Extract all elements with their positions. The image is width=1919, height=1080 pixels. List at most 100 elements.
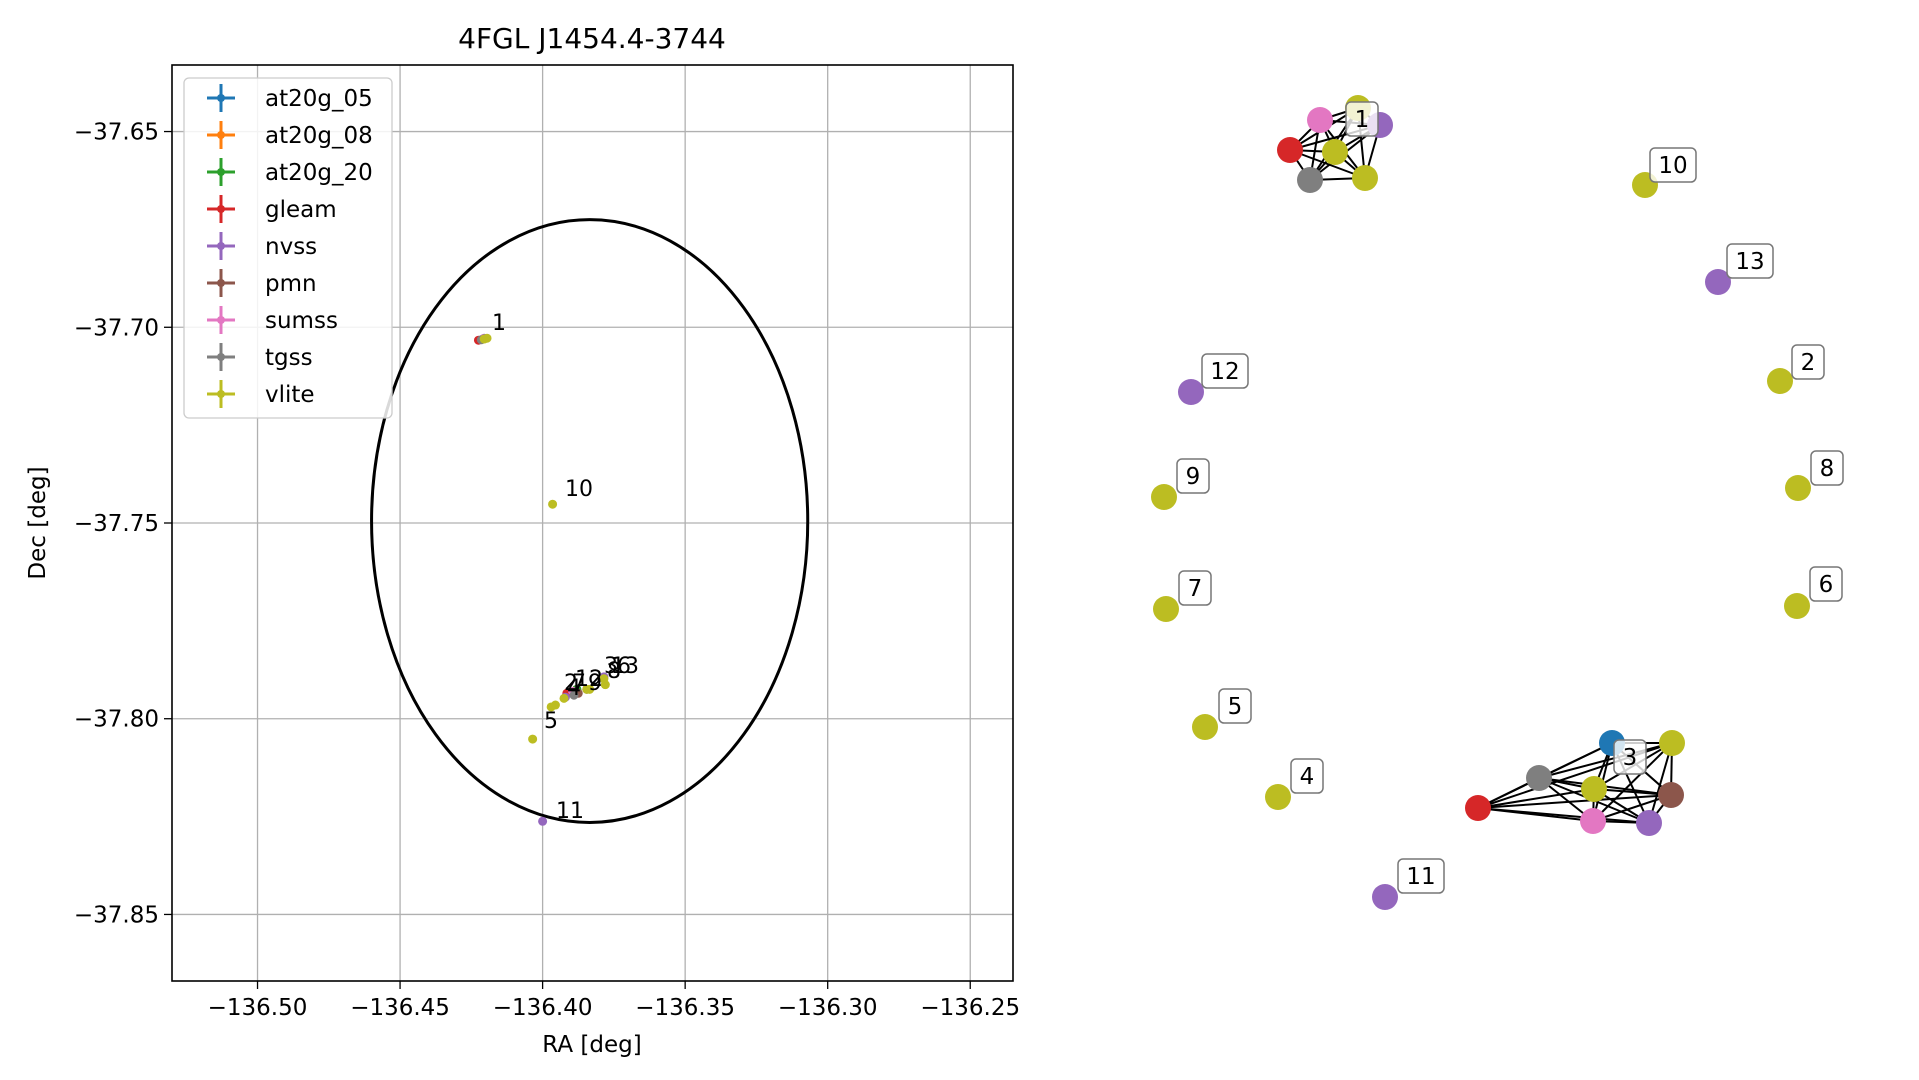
point-labels: 1 10 2 345 6 7 89 11 12 13 <box>492 311 639 824</box>
network-label: 5 <box>1228 694 1243 720</box>
network-label: 9 <box>1186 464 1201 490</box>
network-label-box <box>1397 858 1445 894</box>
network-label-box <box>1726 243 1774 279</box>
network-node-c1-vlite-b <box>1322 139 1348 165</box>
scatter-panel: 4FGL J1454.4-3744 1 10 2 345 6 7 89 11 12 13 −136… <box>25 22 1020 1058</box>
network-node-n5 <box>1192 714 1218 740</box>
network-label-box <box>1178 570 1212 606</box>
point-label: 13 <box>611 654 639 679</box>
y-tick-label: −37.70 <box>74 315 159 341</box>
point-label: 8 <box>607 659 621 684</box>
point-label: 10 <box>565 477 593 502</box>
point-label: 2 <box>564 671 578 696</box>
data-point-vlite <box>528 734 538 744</box>
network-node-c1-sumss <box>1307 107 1333 133</box>
network-label: 4 <box>1300 764 1315 790</box>
legend-marker-dot <box>217 353 225 361</box>
point-label: 4 <box>567 676 581 701</box>
network-node-c1-vlite-c <box>1352 165 1378 191</box>
network-node-c3-gleam <box>1465 795 1491 821</box>
network-edge <box>1648 742 1673 824</box>
x-tick-label: −136.45 <box>350 995 450 1021</box>
network-label: 2 <box>1801 350 1816 376</box>
point-label: 12 <box>575 667 603 692</box>
data-points <box>473 333 610 826</box>
y-axis-label: Dec [deg] <box>25 466 51 579</box>
network-panel: 1 10 13 2 8 6 12 9 7 5 4 11 3 <box>1151 95 1844 910</box>
network-label-box <box>1649 147 1697 183</box>
data-point-tgss <box>569 690 579 700</box>
legend-marker-dot <box>217 316 225 324</box>
network-label: 10 <box>1658 153 1687 179</box>
point-label: 1 <box>492 311 506 336</box>
data-point-vlite <box>548 499 558 509</box>
data-point-nvss <box>538 816 548 826</box>
legend-label-at20g_05: at20g_05 <box>265 86 373 112</box>
network-node-n6 <box>1784 593 1810 619</box>
legend-label-at20g_08: at20g_08 <box>265 123 373 149</box>
network-label: 12 <box>1210 359 1239 385</box>
network-node-n7 <box>1153 596 1179 622</box>
data-point-vlite <box>582 684 592 694</box>
network-label: 8 <box>1820 456 1835 482</box>
network-node-n4 <box>1265 784 1291 810</box>
data-point-vlite <box>559 693 569 703</box>
y-tick-label: −37.80 <box>74 707 159 733</box>
network-label-box <box>1201 353 1249 389</box>
y-tick-label: −37.75 <box>74 511 159 537</box>
network-edge <box>1538 742 1673 779</box>
point-label: 11 <box>556 799 584 824</box>
network-node-n13 <box>1705 269 1731 295</box>
point-label: 5 <box>544 709 558 734</box>
network-labels: 1 10 13 2 8 6 12 9 7 5 4 11 3 <box>1176 101 1844 894</box>
error-ellipse <box>370 218 810 824</box>
network-label: 11 <box>1406 864 1435 890</box>
legend-box <box>183 77 393 419</box>
network-node-n9 <box>1151 484 1177 510</box>
x-tick-label: −136.25 <box>920 995 1020 1021</box>
network-label-box <box>1791 344 1825 380</box>
network-node-c3-nvss <box>1636 810 1662 836</box>
legend-label-nvss: nvss <box>265 234 317 260</box>
network-label-box <box>1809 566 1843 602</box>
chart-title: 4FGL J1454.4-3744 <box>458 22 726 55</box>
network-edge <box>1289 149 1366 179</box>
point-label: 9 <box>588 671 602 696</box>
legend-label-pmn: pmn <box>265 271 317 297</box>
network-edge <box>1592 742 1673 822</box>
data-point-vlite <box>482 333 492 343</box>
network-node-n8 <box>1785 475 1811 501</box>
network-node-c3-vlite-a <box>1659 730 1685 756</box>
x-axis-label: RA [deg] <box>542 1032 641 1058</box>
network-label-box <box>1810 450 1844 486</box>
point-label: 7 <box>572 671 586 696</box>
network-edge <box>1592 794 1672 822</box>
legend-label-gleam: gleam <box>265 197 337 223</box>
y-ticks: −37.65 −37.70 −37.75 −37.80 −37.85 <box>74 120 172 928</box>
y-tick-label: −37.65 <box>74 120 159 146</box>
legend-marker-dot <box>217 94 225 102</box>
data-point-vlite <box>546 702 556 712</box>
network-label: 1 <box>1355 107 1370 133</box>
data-point-vlite <box>599 674 609 684</box>
network-node-n2 <box>1767 368 1793 394</box>
network-node-c1-tgss <box>1297 167 1323 193</box>
network-label: 13 <box>1735 249 1764 275</box>
x-tick-label: −136.35 <box>635 995 735 1021</box>
network-node-c3-tgss <box>1526 765 1552 791</box>
network-label-box <box>1176 458 1210 494</box>
network-label-box <box>1290 758 1324 794</box>
network-label-box <box>1345 101 1379 137</box>
legend-marker-dot <box>217 168 225 176</box>
network-label: 3 <box>1623 745 1638 771</box>
network-node-n11 <box>1372 884 1398 910</box>
legend-label-tgss: tgss <box>265 345 313 371</box>
point-label: 3 <box>604 654 618 679</box>
network-node-c3-vlite-b <box>1581 776 1607 802</box>
network-node-n12 <box>1178 379 1204 405</box>
network-node-c3-pmn <box>1658 782 1684 808</box>
network-edge <box>1477 794 1672 809</box>
network-label-box <box>1218 688 1252 724</box>
network-label-box <box>1613 739 1647 775</box>
